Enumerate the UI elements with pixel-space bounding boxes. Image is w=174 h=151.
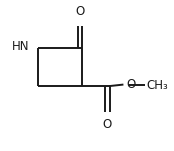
Text: O: O: [126, 78, 135, 91]
Text: CH₃: CH₃: [146, 79, 168, 92]
Text: O: O: [75, 5, 84, 18]
Text: O: O: [103, 118, 112, 131]
Text: HN: HN: [12, 40, 30, 53]
